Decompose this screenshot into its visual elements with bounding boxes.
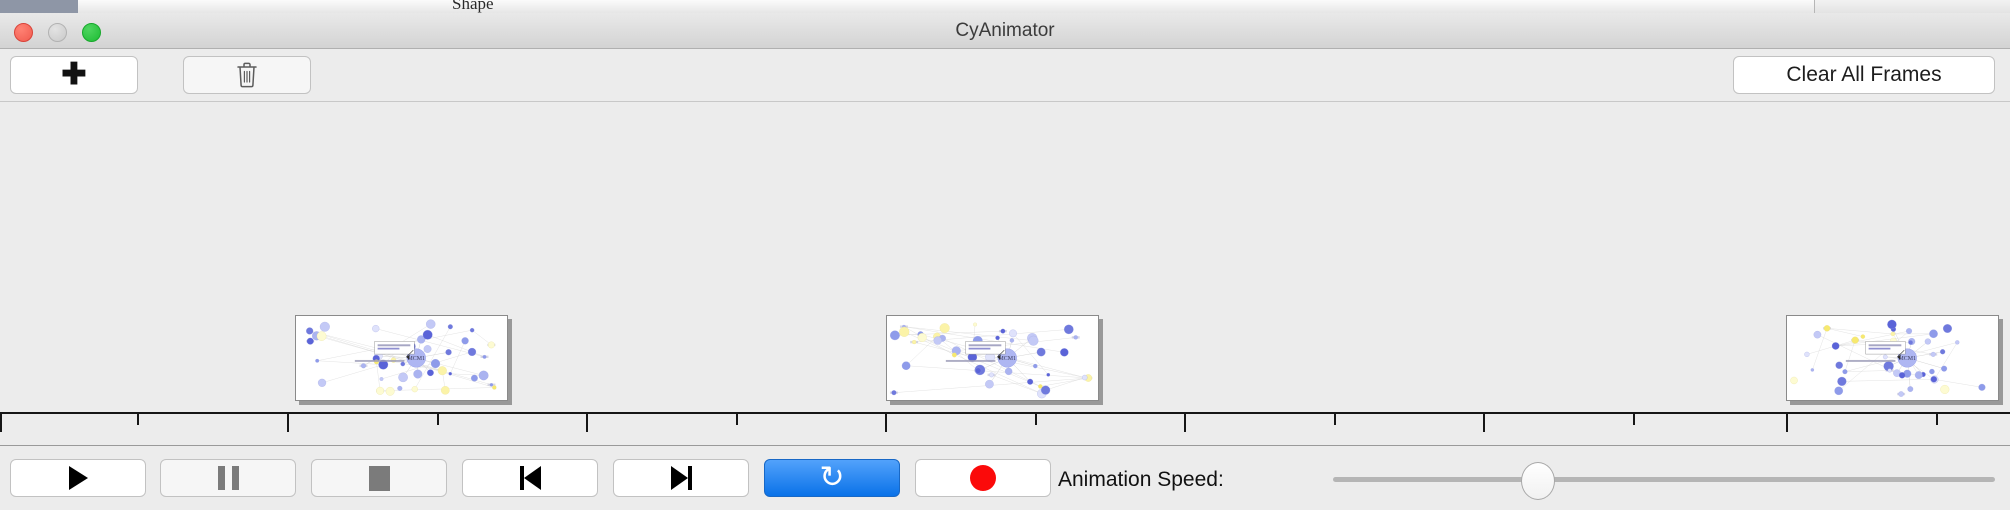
svg-text:MCM1: MCM1 [408,356,426,362]
maximize-window-icon[interactable] [82,23,101,42]
trash-icon [237,62,257,88]
timeline-tick [885,414,887,432]
timeline-tick [1483,414,1485,432]
window-title: CyAnimator [955,20,1055,41]
play-button[interactable] [10,459,146,497]
frame-toolbar: ✚ Clear All Frames [0,49,2010,102]
playback-controls: ↻ Animation Speed: [0,445,2010,510]
loop-button[interactable]: ↻ [764,459,900,497]
window-titlebar: CyAnimator [0,13,2010,49]
background-window-label: Shape [452,0,494,13]
skip-to-start-button[interactable] [462,459,598,497]
stop-icon [368,465,390,491]
delete-frame-button[interactable] [183,56,311,94]
close-window-icon[interactable] [14,23,33,42]
timeline-tick [1334,414,1336,425]
timeline-tick [1633,414,1635,425]
frame-network-graph: MCM1 [296,316,507,400]
skip-forward-icon [670,466,692,490]
background-window-segment [954,0,1815,13]
pause-icon [217,466,239,490]
timeline-frame-thumbnail[interactable]: MCM1 [886,315,1099,401]
timeline-tick [437,414,439,425]
timeline-tick [287,414,289,432]
background-window-segment [78,0,239,13]
animation-speed-slider[interactable] [1333,477,1995,482]
timeline-tick [1184,414,1186,432]
timeline-tick [736,414,738,425]
svg-text:MCM1: MCM1 [1899,356,1917,362]
animation-speed-slider-thumb[interactable] [1521,462,1556,500]
timeline-tick [1936,414,1938,425]
minimize-window-icon[interactable] [48,23,67,42]
background-window-segment [354,0,451,13]
clear-all-frames-button[interactable]: Clear All Frames [1733,56,1995,94]
play-icon [68,466,88,490]
timeline-tick [137,414,139,425]
background-window-segment [450,0,911,13]
timeline-frame-thumbnail[interactable]: MCM1 [295,315,508,401]
timeline-tick [1786,414,1788,432]
timeline-canvas[interactable]: MCM1 MCM1 MCM1 213141516171 [0,102,2010,432]
frame-network-graph: MCM1 [887,316,1098,400]
add-frame-button[interactable]: ✚ [10,56,138,94]
record-icon [970,465,996,491]
pause-button[interactable] [160,459,296,497]
background-window-segment [910,0,955,13]
clear-all-frames-label: Clear All Frames [1786,63,1942,86]
background-window-segment [238,0,299,13]
background-window-titlebar [0,0,78,13]
background-window-segment [298,0,355,13]
timeline-frame-thumbnail[interactable]: MCM1 [1786,315,1999,401]
cyanimator-window: CyAnimator ✚ Clear All Frames MCM1 [0,13,2010,510]
timeline-axis [0,412,2010,414]
timeline-tick [586,414,588,432]
timeline-tick [0,414,2,432]
skip-back-icon [519,466,541,490]
record-button[interactable] [915,459,1051,497]
skip-to-end-button[interactable] [613,459,749,497]
background-window-strip: Shape [0,0,2010,13]
loop-icon: ↻ [819,460,845,495]
plus-icon: ✚ [61,58,87,91]
stop-button[interactable] [311,459,447,497]
frame-network-graph: MCM1 [1787,316,1998,400]
timeline-tick [1035,414,1037,425]
svg-text:MCM1: MCM1 [999,356,1017,362]
animation-speed-label: Animation Speed: [1058,468,1224,491]
